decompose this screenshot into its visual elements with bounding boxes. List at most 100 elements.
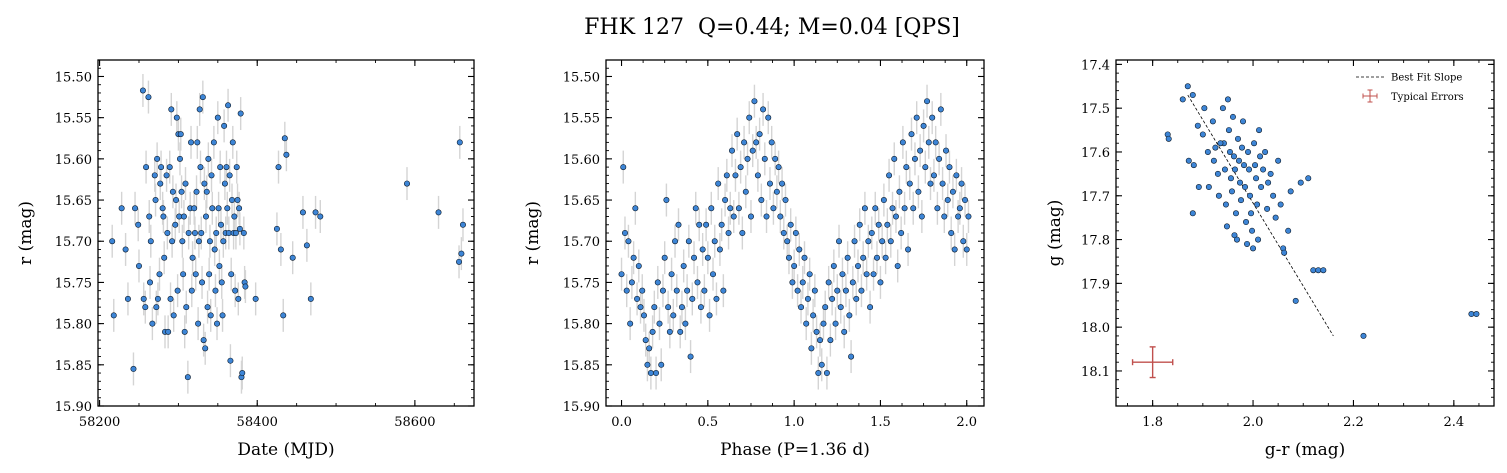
data-point xyxy=(1255,236,1262,243)
data-point xyxy=(882,254,889,261)
y-tick-label: 15.50 xyxy=(55,70,92,85)
data-point xyxy=(1277,201,1284,208)
data-point xyxy=(649,328,656,335)
data-point xyxy=(1189,92,1196,99)
data-point xyxy=(157,180,164,187)
data-point xyxy=(228,271,235,278)
data-point xyxy=(184,374,191,381)
data-point xyxy=(811,287,818,294)
data-point xyxy=(191,205,198,212)
y-tick-label: 17.9 xyxy=(1081,277,1110,292)
panel-date-points xyxy=(109,87,466,381)
data-point xyxy=(132,205,139,212)
data-point xyxy=(227,357,234,364)
data-point xyxy=(875,221,882,228)
data-point xyxy=(1233,236,1240,243)
data-point xyxy=(147,279,154,286)
data-point xyxy=(963,246,970,253)
panel-phase-xlabel: Phase (P=1.36 d) xyxy=(720,440,870,460)
data-point xyxy=(884,221,891,228)
panel-phase-points xyxy=(618,98,972,377)
data-point xyxy=(823,370,830,377)
y-tick-label: 18.0 xyxy=(1081,321,1110,336)
data-point xyxy=(659,287,666,294)
data-point xyxy=(939,180,946,187)
data-point xyxy=(906,180,913,187)
data-point xyxy=(1194,122,1201,129)
data-point xyxy=(697,304,704,311)
data-point xyxy=(856,221,863,228)
data-point xyxy=(181,328,188,335)
data-point xyxy=(280,312,287,319)
data-point xyxy=(1239,144,1246,151)
data-point xyxy=(177,131,184,138)
data-point xyxy=(791,262,798,269)
data-point xyxy=(794,287,801,294)
data-point xyxy=(166,164,173,171)
data-point xyxy=(130,365,137,372)
data-point xyxy=(1225,127,1232,134)
panel-color-points xyxy=(1164,83,1480,339)
data-point xyxy=(665,304,672,311)
data-point xyxy=(188,139,195,146)
data-point xyxy=(703,221,710,228)
legend-entry-fit: Best Fit Slope xyxy=(1391,73,1462,84)
data-point xyxy=(221,122,228,129)
data-point xyxy=(642,337,649,344)
data-point xyxy=(1315,267,1322,274)
data-point xyxy=(110,312,117,319)
data-point xyxy=(189,254,196,261)
data-point xyxy=(770,205,777,212)
data-point xyxy=(621,230,628,237)
data-point xyxy=(715,180,722,187)
data-point xyxy=(143,164,150,171)
data-point xyxy=(706,312,713,319)
data-point xyxy=(943,147,950,154)
data-point xyxy=(722,197,729,204)
data-point xyxy=(647,370,654,377)
y-tick-label: 15.60 xyxy=(563,153,600,168)
y-tick-label: 17.4 xyxy=(1081,58,1110,73)
data-point xyxy=(231,213,238,220)
data-point xyxy=(723,172,730,179)
data-point xyxy=(908,131,915,138)
panel-color-typical-error xyxy=(1131,346,1174,379)
data-point xyxy=(853,295,860,302)
data-point xyxy=(822,304,829,311)
data-point xyxy=(149,320,156,327)
data-point xyxy=(224,205,231,212)
data-point xyxy=(1272,214,1279,221)
data-point xyxy=(199,94,206,101)
data-point xyxy=(1190,162,1197,169)
data-point xyxy=(785,254,792,261)
data-point xyxy=(198,230,205,237)
data-point xyxy=(1275,157,1282,164)
data-point xyxy=(1253,175,1260,182)
data-point xyxy=(744,155,751,162)
data-point xyxy=(147,238,154,245)
data-point xyxy=(1236,179,1243,186)
data-point xyxy=(233,164,240,171)
data-point xyxy=(861,205,868,212)
data-point xyxy=(1285,227,1292,234)
data-point xyxy=(277,246,284,253)
data-point xyxy=(1473,311,1480,318)
data-point xyxy=(1257,153,1264,160)
data-point xyxy=(1240,118,1247,125)
data-point xyxy=(739,230,746,237)
data-point xyxy=(213,230,220,237)
data-point xyxy=(765,114,772,121)
data-point xyxy=(820,320,827,327)
figure-title: FHK 127 Q=0.44; M=0.04 [QPS] xyxy=(584,15,960,40)
data-point xyxy=(753,139,760,146)
panel-color-fitline xyxy=(1187,94,1334,337)
data-point xyxy=(1234,135,1241,142)
data-point xyxy=(628,279,635,286)
data-point xyxy=(894,262,901,269)
data-point xyxy=(183,304,190,311)
data-point xyxy=(801,254,808,261)
data-point xyxy=(158,164,165,171)
data-point xyxy=(927,180,934,187)
data-point xyxy=(220,238,227,245)
data-point xyxy=(784,238,791,245)
